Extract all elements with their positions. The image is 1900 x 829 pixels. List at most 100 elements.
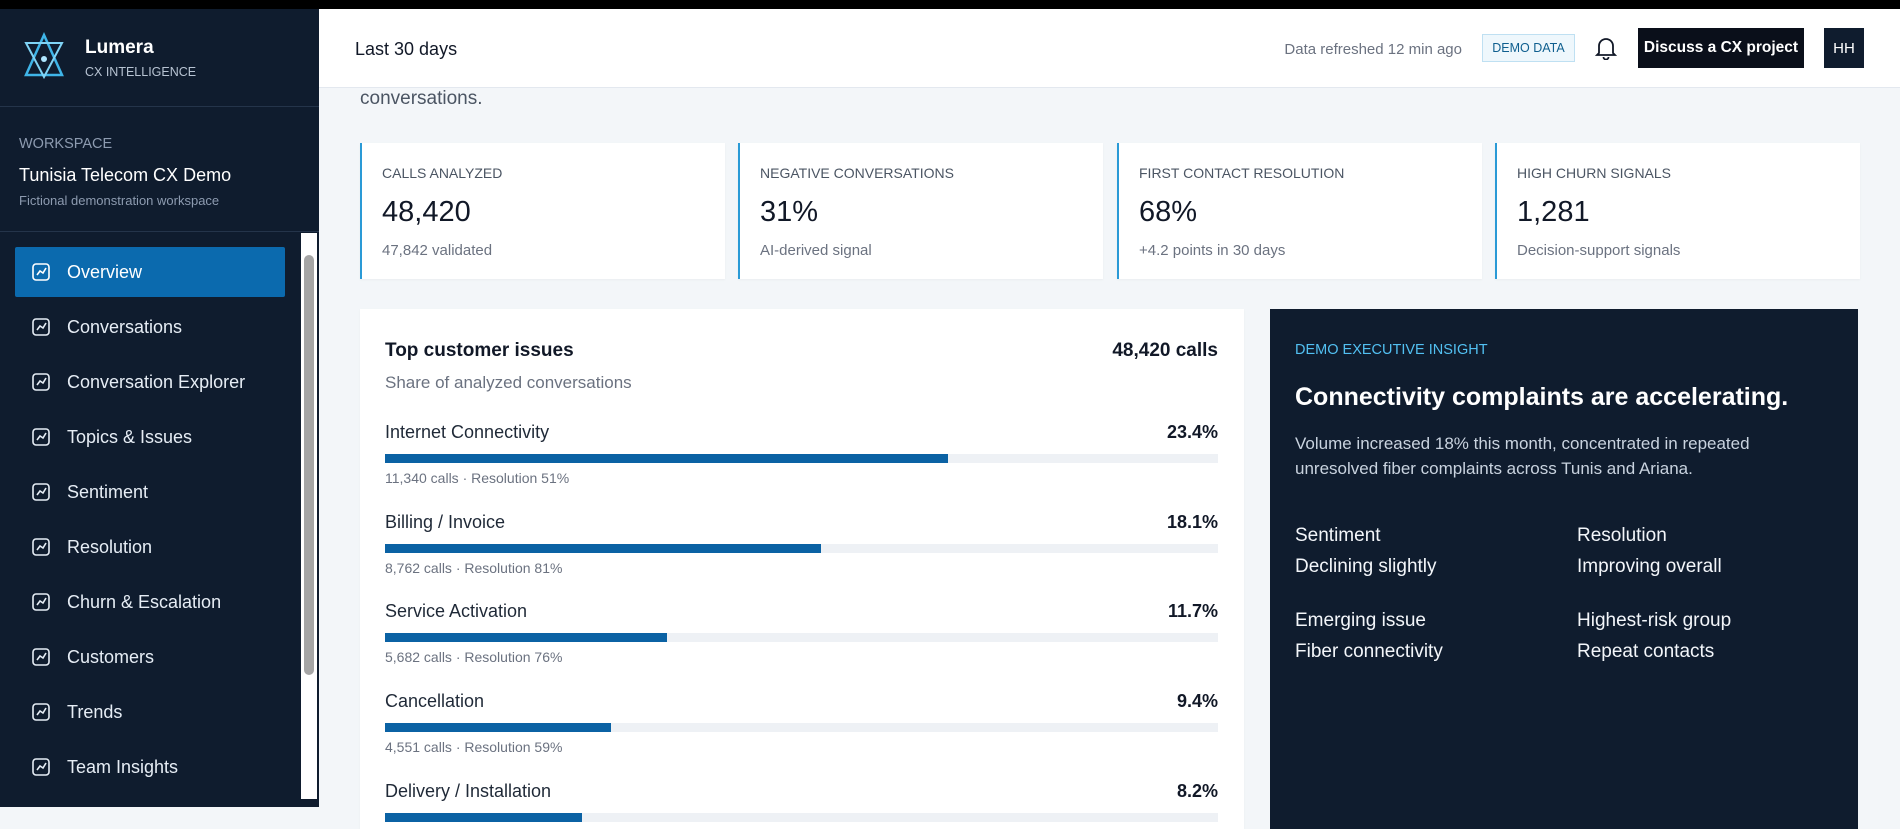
scroll-thumb[interactable] xyxy=(304,255,314,675)
kpi-card: CALLS ANALYZED 48,420 47,842 validated xyxy=(360,143,725,279)
kpi-value: 1,281 xyxy=(1517,196,1590,228)
nav-item[interactable]: Trends xyxy=(15,687,285,737)
issue-detail: 8,762 calls · Resolution 81% xyxy=(385,559,563,576)
nav-item[interactable]: Conversation Explorer xyxy=(15,357,285,407)
issue-name: Internet Connectivity xyxy=(385,422,550,442)
nav-label: Conversation Explorer xyxy=(67,371,246,392)
nav-label: Trends xyxy=(67,701,123,722)
divider xyxy=(0,231,319,232)
demo-badge: DEMO DATA xyxy=(1482,34,1575,62)
nav-icon xyxy=(32,758,50,776)
nav-icon xyxy=(32,538,50,556)
notifications[interactable] xyxy=(1595,36,1617,60)
nav-icon xyxy=(32,263,50,281)
header: Last 30 days Data refreshed 12 min ago D… xyxy=(319,9,1900,88)
kpi-card: HIGH CHURN SIGNALS 1,281 Decision-support … xyxy=(1495,143,1860,279)
nav-icon xyxy=(32,703,50,721)
intro-text: conversations. xyxy=(360,88,483,109)
fact-label: Sentiment xyxy=(1295,525,1381,546)
nav-label: Conversations xyxy=(67,316,183,337)
kpi-label: FIRST CONTACT RESOLUTION xyxy=(1139,165,1345,181)
issue-bar xyxy=(385,723,612,733)
insight-headline: Connectivity complaints are accelerating… xyxy=(1295,383,1789,411)
window-strip xyxy=(0,0,1900,9)
fact-value: Repeat contacts xyxy=(1577,641,1715,662)
kpi-note: AI-derived signal xyxy=(760,242,872,259)
issue-share: 9.4% xyxy=(1176,691,1218,712)
issue-detail: 11,340 calls · Resolution 51% xyxy=(385,470,570,486)
issue-name: Service Activation xyxy=(385,601,528,622)
kpi-note: 47,842 validated xyxy=(382,242,493,259)
kpi-card: NEGATIVE CONVERSATIONS 31% AI-derived sign… xyxy=(738,143,1103,279)
kpi-note: Decision-support signals xyxy=(1517,242,1681,259)
nav-item[interactable]: Overview xyxy=(15,247,285,297)
fact-value: Fiber connectivity xyxy=(1295,641,1443,662)
nav-item[interactable]: Conversations xyxy=(15,302,285,352)
logo xyxy=(24,31,64,80)
issue-bar xyxy=(385,633,667,643)
nav-icon xyxy=(32,428,50,446)
nav-item[interactable]: Team Insights xyxy=(15,742,285,792)
scrollbar[interactable] xyxy=(301,233,317,799)
kpi-value: 68% xyxy=(1139,196,1198,228)
issue-share: 8.2% xyxy=(1176,780,1218,801)
workspace-note: Fictional demonstration workspace xyxy=(19,193,220,208)
sidebar: Lumera CX INTELLIGENCE WORKSPACE Tunisia… xyxy=(0,9,319,807)
issues-subtitle: Share of analyzed conversations xyxy=(385,373,632,392)
fact-value: Improving overall xyxy=(1577,556,1722,577)
nav-label: Team Insights xyxy=(67,756,179,777)
issue-bar xyxy=(385,454,949,463)
issue-share: 23.4% xyxy=(1166,422,1218,442)
nav-item[interactable]: Customers xyxy=(15,632,285,682)
fact-label: Emerging issue xyxy=(1295,610,1426,631)
issue-bar xyxy=(385,812,583,822)
kpi-note: +4.2 points in 30 days xyxy=(1139,242,1286,259)
insight-label: DEMO EXECUTIVE INSIGHT xyxy=(1295,342,1488,358)
issues-total: 48,420 calls xyxy=(1112,340,1218,361)
kpi-value: 48,420 xyxy=(382,196,471,228)
nav-item[interactable]: Topics & Issues xyxy=(15,412,285,462)
nav-label: Topics & Issues xyxy=(67,426,193,447)
kpi-label: HIGH CHURN SIGNALS xyxy=(1517,165,1672,181)
nav-label: Overview xyxy=(67,261,143,282)
issue-bar xyxy=(385,543,821,553)
workspace-label: WORKSPACE xyxy=(19,136,113,152)
issue-share: 18.1% xyxy=(1166,511,1218,532)
workspace-name: Tunisia Telecom CX Demo xyxy=(19,165,232,185)
kpi-value: 31% xyxy=(760,196,819,228)
bar-track xyxy=(385,633,1218,643)
nav-item[interactable]: Churn & Escalation xyxy=(15,577,285,627)
nav-icon xyxy=(32,318,50,336)
nav-label: Resolution xyxy=(67,536,153,557)
kpi-label: NEGATIVE CONVERSATIONS xyxy=(760,165,954,181)
nav-icon xyxy=(32,648,50,666)
issue-detail: 4,551 calls · Resolution 59% xyxy=(385,739,563,756)
fact-label: Highest-risk group xyxy=(1577,610,1732,631)
issue-name: Delivery / Installation xyxy=(385,780,552,801)
brand-sub: CX INTELLIGENCE xyxy=(85,65,197,79)
nav-icon xyxy=(32,593,50,611)
insight-panel: DEMO EXECUTIVE INSIGHT Connectivity comp… xyxy=(1270,309,1858,829)
issues-title: Top customer issues xyxy=(385,340,574,361)
issue-share: 11.7% xyxy=(1167,601,1218,622)
divider xyxy=(0,106,319,107)
kpi-label: CALLS ANALYZED xyxy=(382,165,503,181)
nav-icon xyxy=(32,483,50,501)
insight-body: Volume increased 18% this month, concent… xyxy=(1295,434,1750,478)
date-range[interactable]: Last 30 days xyxy=(355,39,458,59)
nav-item[interactable]: Sentiment xyxy=(15,467,285,517)
kpi-card: FIRST CONTACT RESOLUTION 68% +4.2 points i… xyxy=(1117,143,1482,279)
nav-item[interactable]: Resolution xyxy=(15,522,285,572)
cta-button[interactable]: Discuss a CX project xyxy=(1638,28,1804,68)
refresh-status: Data refreshed 12 min ago xyxy=(1284,41,1462,58)
fact-value: Declining slightly xyxy=(1295,556,1437,577)
nav-label: Churn & Escalation xyxy=(67,591,222,612)
fact-label: Resolution xyxy=(1577,525,1667,546)
nav-label: Customers xyxy=(67,646,155,667)
bar-track xyxy=(385,723,1218,733)
avatar[interactable]: HH xyxy=(1824,28,1864,68)
issues-panel: Top customer issues 48,420 calls Share o… xyxy=(360,309,1244,829)
issue-name: Billing / Invoice xyxy=(385,511,506,532)
issue-detail: 5,682 calls · Resolution 76% xyxy=(385,649,563,666)
